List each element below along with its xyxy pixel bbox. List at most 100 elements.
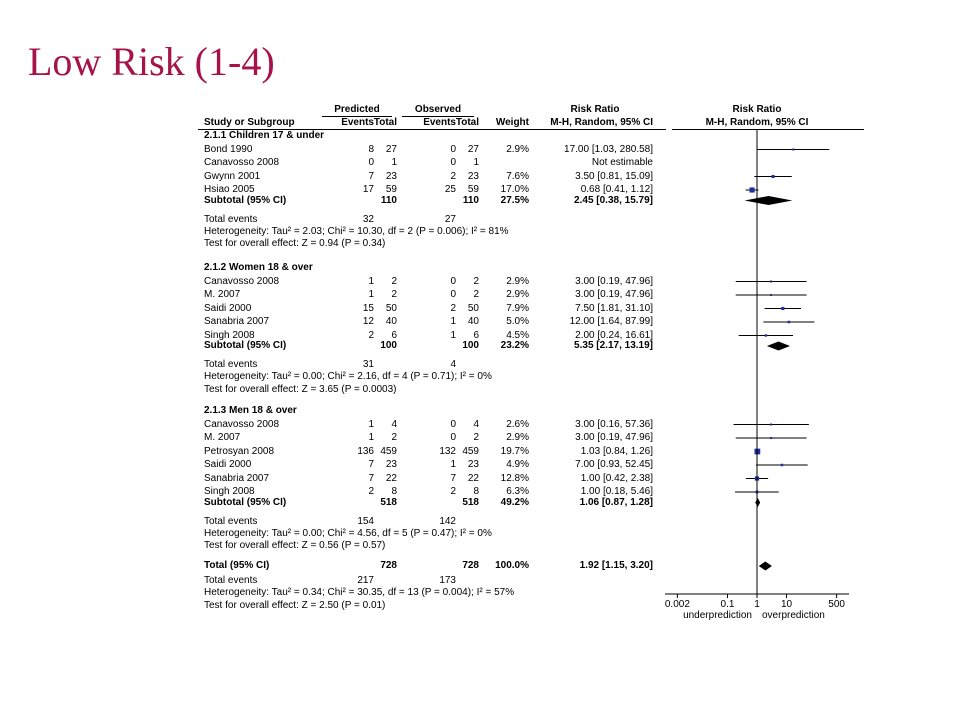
- obs-total-cell: 50: [467, 302, 479, 314]
- study-name: Canavosso 2008: [204, 157, 280, 168]
- pred-events-cell: 12: [362, 316, 374, 327]
- obs-total-cell: 4: [473, 418, 479, 430]
- pred-total-cell: 59: [385, 184, 397, 195]
- obs-events-header: Events: [423, 117, 456, 128]
- heterogeneity-text: Heterogeneity: Tau² = 0.00; Chi² = 4.56,…: [204, 527, 492, 539]
- subtotal-label: Subtotal (95% CI): [204, 496, 287, 508]
- study-name: Petrosyan 2008: [204, 445, 275, 457]
- study-point: [780, 463, 784, 467]
- obs-total-cell: 2: [473, 275, 479, 287]
- ci-cell: 1.03 [0.84, 1.26]: [580, 445, 653, 457]
- weight-cell: 4.5%: [506, 329, 529, 341]
- obs-events-cell: 2: [450, 486, 456, 497]
- weight-cell: 2.9%: [506, 275, 529, 287]
- pred-events-cell: 17: [362, 184, 374, 195]
- ci-method-header: M-H, Random, 95% CI: [550, 117, 653, 128]
- obs-total-cell: 40: [467, 316, 479, 327]
- ci-cell: Not estimable: [591, 157, 653, 168]
- risk-ratio-plot-header: Risk Ratio: [732, 104, 782, 115]
- obs-events-cell: 0: [450, 418, 456, 430]
- study-name: Sanabria 2007: [204, 472, 270, 484]
- obs-events-cell: 1: [450, 459, 456, 470]
- study-point: [770, 293, 773, 297]
- pred-events-cell: 136: [357, 445, 374, 457]
- pred-events-cell: 0: [368, 157, 374, 168]
- study-name: M. 2007: [204, 432, 241, 443]
- overprediction-label: overprediction: [762, 610, 825, 621]
- obs-events-cell: 2: [450, 302, 456, 314]
- overall-effect-text: Test for overall effect: Z = 3.65 (P = 0…: [204, 383, 397, 395]
- pred-events-header: Events: [341, 117, 374, 128]
- ci-cell: 1.06 [0.87, 1.28]: [579, 496, 653, 508]
- obs-events-total: 27: [444, 213, 456, 225]
- obs-total-cell: 23: [467, 170, 479, 182]
- obs-total-cell: 110: [462, 194, 479, 206]
- x-axis-tick-label: 1: [754, 599, 760, 610]
- ci-cell: 0.68 [0.41, 1.12]: [580, 184, 653, 195]
- risk-ratio-header: Risk Ratio: [570, 104, 620, 115]
- ci-cell: 3.50 [0.81, 15.09]: [575, 170, 653, 182]
- ci-cell: 1.00 [0.18, 5.46]: [580, 486, 653, 497]
- pred-events-cell: 1: [368, 289, 374, 300]
- ci-cell: 12.00 [1.64, 87.99]: [569, 316, 653, 327]
- weight-header: Weight: [495, 117, 529, 128]
- obs-total-cell: 22: [467, 472, 479, 484]
- obs-total-cell: 6: [473, 329, 479, 341]
- study-name: M. 2007: [204, 289, 241, 300]
- overall-effect-text: Test for overall effect: Z = 2.50 (P = 0…: [204, 599, 386, 611]
- pred-events-cell: 7: [368, 170, 374, 182]
- underprediction-label: underprediction: [683, 610, 752, 621]
- pred-events-cell: 2: [368, 329, 374, 341]
- pred-total-cell: 728: [380, 560, 397, 571]
- obs-events-cell: 0: [450, 275, 456, 287]
- pred-total-cell: 2: [391, 432, 397, 443]
- ci-cell: 3.00 [0.16, 57.36]: [575, 418, 653, 430]
- study-name: Sanabria 2007: [204, 316, 270, 327]
- obs-total-cell: 2: [473, 289, 479, 300]
- study-point: [770, 423, 773, 426]
- study-point: [749, 187, 755, 193]
- ci-cell: 3.00 [0.19, 47.96]: [575, 289, 653, 300]
- study-column-header: Study or Subgroup: [204, 117, 295, 128]
- overall-effect-text: Test for overall effect: Z = 0.56 (P = 0…: [204, 540, 386, 551]
- obs-events-total: 173: [439, 575, 456, 586]
- study-name: Hsiao 2005: [204, 184, 255, 195]
- pred-total-cell: 22: [385, 472, 397, 484]
- subtotal-diamond: [755, 498, 761, 507]
- pred-events-cell: 8: [368, 143, 374, 155]
- pred-total-cell: 1: [391, 157, 397, 168]
- observed-underline: [402, 116, 474, 117]
- pred-events-cell: 2: [368, 486, 374, 497]
- pred-total-cell: 23: [385, 170, 397, 182]
- study-name: Canavosso 2008: [204, 418, 280, 430]
- obs-total-cell: 27: [467, 143, 479, 155]
- obs-total-cell: 459: [462, 445, 479, 457]
- heterogeneity-text: Heterogeneity: Tau² = 2.03; Chi² = 10.30…: [204, 225, 509, 237]
- pred-events-cell: 7: [368, 472, 374, 484]
- pred-total-cell: 459: [380, 445, 397, 457]
- total-events-label: Total events: [204, 575, 258, 586]
- ci-cell: 2.00 [0.24, 16.61]: [575, 329, 653, 341]
- total-events-label: Total events: [204, 515, 258, 527]
- pred-events-cell: 1: [368, 418, 374, 430]
- heterogeneity-text: Heterogeneity: Tau² = 0.34; Chi² = 30.35…: [204, 587, 515, 598]
- weight-cell: 12.8%: [500, 472, 529, 484]
- weight-cell: 7.9%: [506, 302, 529, 314]
- ci-cell: 7.50 [1.81, 31.10]: [575, 302, 653, 314]
- weight-cell: 100.0%: [495, 560, 529, 571]
- slide-title: Low Risk (1-4): [28, 39, 275, 84]
- ci-cell: 3.00 [0.19, 47.96]: [575, 275, 653, 287]
- heterogeneity-text: Heterogeneity: Tau² = 0.00; Chi² = 2.16,…: [204, 371, 492, 382]
- weight-cell: 4.9%: [506, 459, 529, 470]
- predicted-header: Predicted: [334, 104, 380, 115]
- pred-total-cell: 23: [385, 459, 397, 470]
- obs-events-cell: 2: [450, 170, 456, 182]
- study-name: Gwynn 2001: [204, 170, 261, 182]
- total-label: Total (95% CI): [204, 560, 270, 571]
- obs-events-total: 142: [439, 515, 456, 527]
- pred-total-cell: 2: [391, 275, 397, 287]
- obs-events-cell: 0: [450, 143, 456, 155]
- obs-total-header: Total: [455, 117, 479, 128]
- study-point: [771, 174, 775, 179]
